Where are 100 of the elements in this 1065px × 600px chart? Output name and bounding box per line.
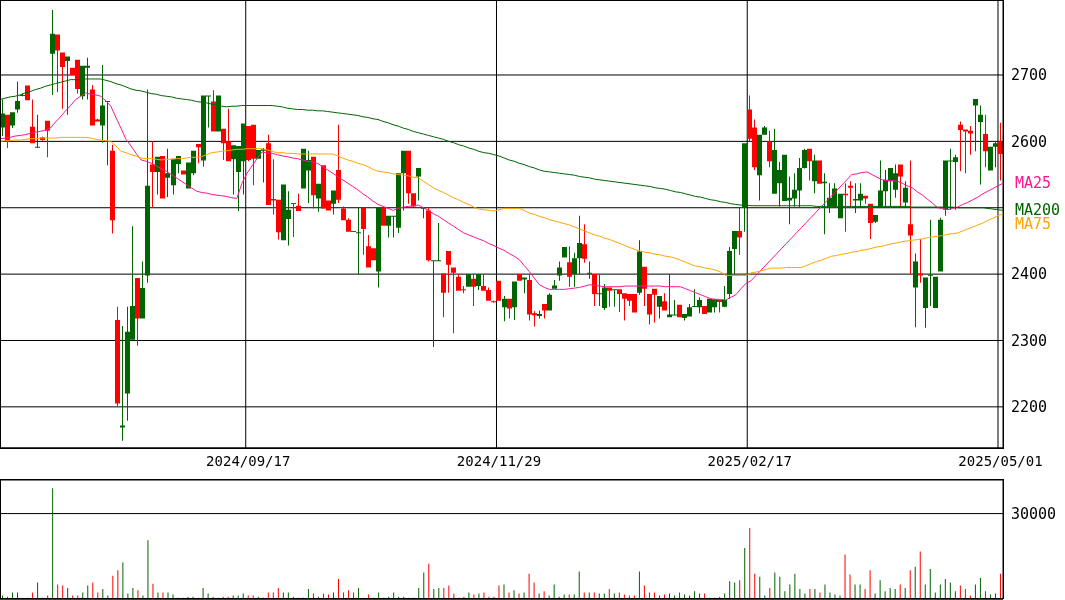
candlestick [817,160,822,184]
candlestick [406,150,411,204]
line-series [0,92,1004,301]
candlestick [557,261,562,281]
candlestick [466,274,471,287]
candlestick [181,170,186,175]
candlestick [802,148,807,169]
candlestick [311,156,316,209]
candlestick [567,246,572,287]
candlestick [426,207,431,262]
candlestick [898,164,903,207]
candlestick [812,154,817,194]
candlestick [140,261,145,319]
candlestick [537,310,542,319]
candlestick [762,126,767,135]
candlestick [913,253,918,328]
candlestick [797,157,802,208]
candlestick [657,296,662,319]
candlestick [547,293,552,311]
candlestick [105,100,110,166]
candlestick [998,122,1003,181]
candlestick [331,190,336,215]
candlestick [491,300,496,303]
y-tick-label: 2700 [1011,66,1048,85]
candlestick [507,298,512,319]
candlestick [401,150,406,211]
candlestick [727,246,732,299]
candlestick [918,238,923,283]
candlestick [15,81,20,113]
candlestick [562,246,567,258]
candlestick [973,98,978,152]
candlestick [592,274,597,306]
candlestick [316,183,321,212]
candlestick [988,146,993,171]
candlestick [848,181,853,208]
candlestick [476,274,481,291]
candlestick [903,181,908,208]
x-tick-label: 2025/02/17 [707,452,792,469]
candlestick [446,250,451,293]
candlestick [983,114,988,168]
candlestick [381,207,386,226]
candlestick [110,144,115,234]
candlestick [993,141,998,168]
x-tick-label: 2025/05/01 [958,452,1043,469]
candlestick [577,215,582,275]
candlestick [276,199,281,240]
candlestick [5,114,10,149]
candlestick [612,289,617,307]
x-tick-label: 2024/09/17 [206,452,291,469]
candlestick [115,306,120,407]
candlestick [542,303,547,319]
candlestick [211,90,216,132]
candlestick [662,293,667,311]
y-tick-label: 2200 [1011,398,1048,417]
candlestick [908,160,913,275]
candlestick [441,273,446,318]
candlestick [923,277,928,328]
candlestick [496,280,501,301]
candlestick [502,296,507,322]
candlestick [356,207,361,275]
candlestick [512,281,517,320]
candlestick [928,219,933,306]
candlestick [296,193,301,212]
candlestick [522,277,527,294]
candlestick [35,114,40,149]
candlestick [587,261,592,279]
candlestick [843,183,848,232]
candlestick [55,34,60,93]
candlestick [10,112,15,129]
candlestick [160,155,165,199]
series-label: MA25 [1015,174,1052,193]
candlestick [336,124,341,204]
candlestick [968,126,973,155]
candlestick [933,276,938,308]
x-tick-label: 2024/11/29 [456,452,542,469]
candlestick [150,141,155,208]
candlestick [938,217,943,272]
candlestick [376,207,381,288]
candlestick [792,173,797,207]
candlestick [451,267,456,334]
candlestick [637,240,642,295]
candlestick [582,224,587,263]
candlestick [552,280,557,289]
candlestick [607,287,612,307]
candlestick [873,215,878,223]
y-tick-label: 2300 [1011,331,1048,350]
candlestick [737,207,742,255]
candlestick [517,274,522,281]
candlestick [361,207,366,255]
candlestick [868,203,873,239]
candlestick [291,203,296,237]
candlestick [572,252,577,287]
candlestick [722,286,727,308]
candlestick [216,95,221,132]
candlestick [732,230,737,275]
candlestick [471,274,476,306]
candlestick [702,305,707,314]
y-tick-label: 2400 [1011,265,1048,284]
candlestick [677,304,682,318]
candlestick [978,105,983,185]
